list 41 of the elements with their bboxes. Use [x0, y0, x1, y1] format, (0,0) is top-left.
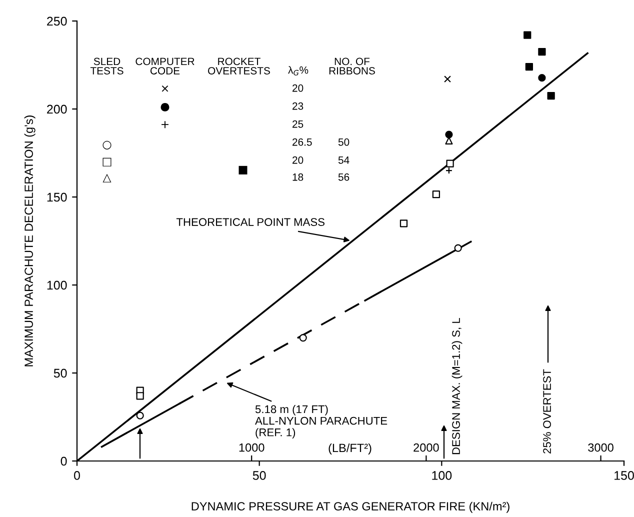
annotation: THEORETICAL POINT MASS	[176, 218, 324, 226]
y-tick-label: 250	[47, 16, 67, 26]
annotation: +	[162, 121, 168, 128]
annotation: ●	[160, 102, 170, 112]
annotation: 26.5	[292, 138, 312, 146]
x-tick-label: 0	[74, 471, 80, 480]
x2-tick-label: 1000	[239, 443, 264, 452]
annotation: NO. OF RIBBONS	[329, 58, 375, 74]
annotation: ■	[238, 166, 248, 174]
y-tick-label: 50	[54, 368, 67, 378]
y-axis-title: MAXIMUM PARACHUTE DECELERATION (g's)	[24, 116, 36, 366]
y-tick-label: 200	[47, 104, 67, 114]
annotation: λ$_{G}$%	[288, 66, 308, 76]
annotation: 54	[338, 156, 350, 164]
annotation: ×	[162, 85, 168, 92]
annotation: 56	[338, 173, 350, 181]
annotation: ○	[102, 140, 112, 150]
annotation: SLED TESTS	[90, 58, 124, 74]
y-tick-label: 0	[60, 456, 67, 466]
annotation: 5.18 m (17 FT) ALL-NYLON PARACHUTE (REF. 1)	[255, 405, 388, 438]
annotation: COMPUTER CODE	[136, 58, 194, 74]
annotation: 25	[292, 120, 304, 128]
annotation: 23	[292, 102, 304, 110]
annotation: △	[102, 174, 112, 182]
x-axis-title: DYNAMIC PRESSURE AT GAS GENERATOR FIRE (KN/m²)	[192, 502, 510, 513]
annotation: DESIGN MAX. (M=1.2) S, L	[452, 318, 462, 454]
annotation: ROCKET OVERTESTS	[208, 58, 270, 74]
annotation: 50	[338, 138, 350, 146]
x2-tick-label: 3000	[588, 443, 614, 452]
y-tick-label: 150	[47, 192, 67, 202]
annotation: 20	[292, 84, 304, 92]
y-tick-label: 100	[47, 280, 67, 290]
annotation: 18	[292, 173, 304, 181]
annotation: 20	[292, 156, 304, 164]
x2-tick-label: 2000	[414, 443, 439, 452]
x-tick-label: 100	[432, 471, 452, 480]
x2-axis-title: (LB/FT²)	[328, 443, 372, 454]
x-tick-label: 50	[252, 471, 266, 480]
x-tick-label: 150	[614, 471, 634, 480]
annotation: 25% OVERTEST	[543, 369, 551, 454]
annotation: □	[102, 158, 112, 166]
